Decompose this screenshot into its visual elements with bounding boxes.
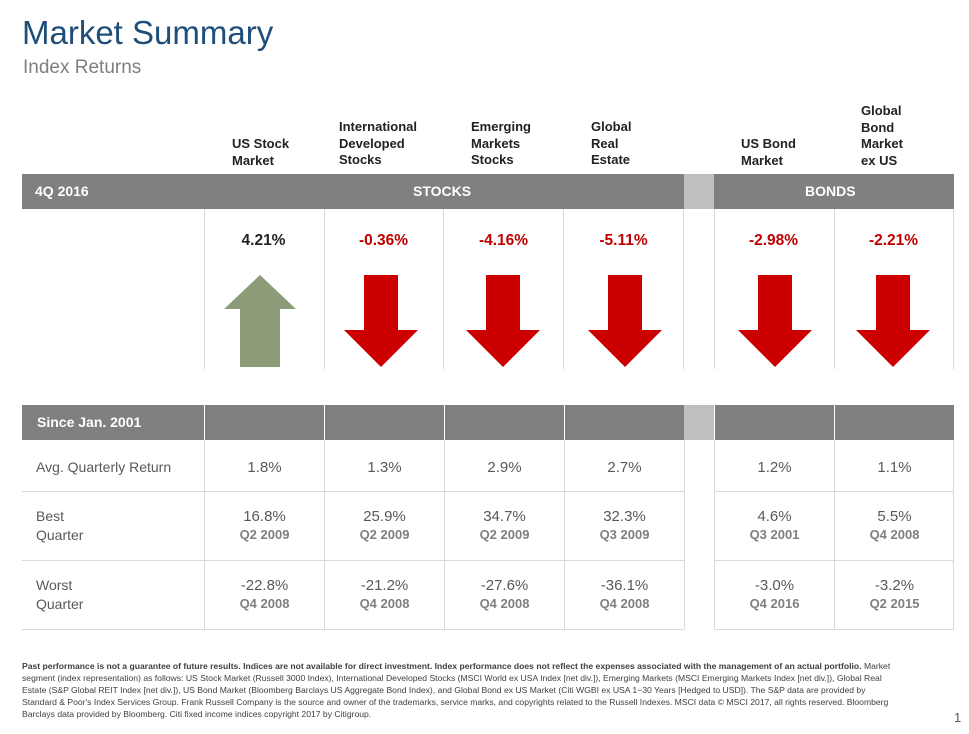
best-quarter: Q2 2009 <box>479 527 530 542</box>
page-subtitle: Index Returns <box>23 57 142 78</box>
column-header-real-estate: Global Real Estate <box>591 119 632 167</box>
col-divider <box>324 440 325 629</box>
return-value: -4.16% <box>478 232 529 249</box>
worst-value: -21.2% <box>360 577 409 594</box>
header-gap <box>684 174 714 209</box>
row-divider <box>22 491 684 492</box>
best-value: 4.6% <box>757 508 792 525</box>
best-value: 32.3% <box>603 508 646 525</box>
since-header-cell <box>325 405 444 440</box>
page-number: 1 <box>954 710 962 725</box>
worst-quarter: Q4 2008 <box>239 596 290 611</box>
return-value: 4.21% <box>241 232 286 249</box>
column-header-global-bond: Global Bond Market ex US <box>861 103 903 168</box>
since-header-cell <box>715 405 834 440</box>
avg-value: 1.2% <box>757 459 792 476</box>
since-header-cell <box>205 405 324 440</box>
worst-value: -36.1% <box>600 577 649 594</box>
best-value: 25.9% <box>363 508 406 525</box>
worst-value: -27.6% <box>480 577 529 594</box>
row-divider <box>22 629 684 630</box>
avg-value: 2.7% <box>607 459 642 476</box>
return-cell-real-estate <box>564 209 684 369</box>
return-cell-us-bond <box>714 209 835 369</box>
worst-value: -3.2% <box>874 577 915 594</box>
avg-value: 1.3% <box>367 459 402 476</box>
page-title: Market Summary <box>22 14 274 51</box>
disclosure-footnote: Past performance is not a guarantee of f… <box>22 660 897 720</box>
col-divider <box>834 440 835 629</box>
stocks-label: STOCKS <box>413 183 472 199</box>
worst-quarter: Q4 2008 <box>359 596 410 611</box>
footnote-bold: Past performance is not a guarantee of f… <box>22 661 862 671</box>
avg-quarterly-label: Avg. Quarterly Return <box>36 459 172 475</box>
worst-quarter: Q2 2015 <box>869 596 920 611</box>
best-value: 5.5% <box>877 508 912 525</box>
best-quarter-label: Best Quarter <box>36 508 84 543</box>
return-value: -2.21% <box>868 232 919 249</box>
worst-value: -3.0% <box>754 577 795 594</box>
col-divider <box>564 440 565 629</box>
return-cell-global-bond <box>834 209 954 369</box>
column-header-us-bond: US Bond Market <box>741 136 796 168</box>
worst-quarter: Q4 2008 <box>479 596 530 611</box>
column-header-emerging: Emerging Markets Stocks <box>471 119 531 167</box>
best-value: 34.7% <box>483 508 526 525</box>
down-arrow-icon <box>856 275 930 367</box>
col-divider <box>714 440 715 629</box>
down-arrow-icon <box>466 275 540 367</box>
col-divider <box>684 440 685 629</box>
best-quarter: Q2 2009 <box>359 527 410 542</box>
down-arrow-icon <box>588 275 662 367</box>
period-label: 4Q 2016 <box>35 183 89 199</box>
worst-value: -22.8% <box>240 577 289 594</box>
row-divider <box>714 629 954 630</box>
worst-quarter-label: Worst Quarter <box>36 577 84 612</box>
header-gap <box>684 405 714 440</box>
return-cell-intl <box>324 209 444 369</box>
return-cell-us-stock <box>204 209 325 369</box>
avg-value: 1.8% <box>247 459 282 476</box>
worst-quarter: Q4 2008 <box>599 596 650 611</box>
bonds-label: BONDS <box>805 183 856 199</box>
since-label: Since Jan. 2001 <box>37 414 142 430</box>
return-value: -0.36% <box>358 232 409 249</box>
best-value: 16.8% <box>243 508 286 525</box>
return-cell-emerging <box>444 209 564 369</box>
col-divider <box>444 440 445 629</box>
stocks-header-bar: 4Q 2016 STOCKS <box>22 174 684 209</box>
return-value: -2.98% <box>748 232 799 249</box>
best-quarter: Q3 2009 <box>599 527 650 542</box>
since-header-cell <box>565 405 684 440</box>
col-divider <box>204 440 205 629</box>
since-header-cell <box>445 405 564 440</box>
avg-value: 1.1% <box>877 459 912 476</box>
down-arrow-icon <box>738 275 812 367</box>
since-header-cell <box>835 405 954 440</box>
row-divider <box>22 560 684 561</box>
col-divider <box>953 440 954 629</box>
footnote-text: Market segment (index representation) as… <box>22 661 891 719</box>
best-quarter: Q4 2008 <box>869 527 920 542</box>
avg-value: 2.9% <box>487 459 522 476</box>
bonds-header-bar: BONDS <box>714 174 954 209</box>
worst-quarter: Q4 2016 <box>749 596 800 611</box>
down-arrow-icon <box>344 275 418 367</box>
column-header-intl-developed: International Developed Stocks <box>339 119 418 167</box>
up-arrow-icon <box>224 275 296 367</box>
return-value: -5.11% <box>599 232 648 249</box>
since-header-bar: Since Jan. 2001 <box>22 405 204 440</box>
column-header-us-stock: US Stock Market <box>232 136 290 168</box>
best-quarter: Q2 2009 <box>239 527 290 542</box>
best-quarter: Q3 2001 <box>749 527 800 542</box>
